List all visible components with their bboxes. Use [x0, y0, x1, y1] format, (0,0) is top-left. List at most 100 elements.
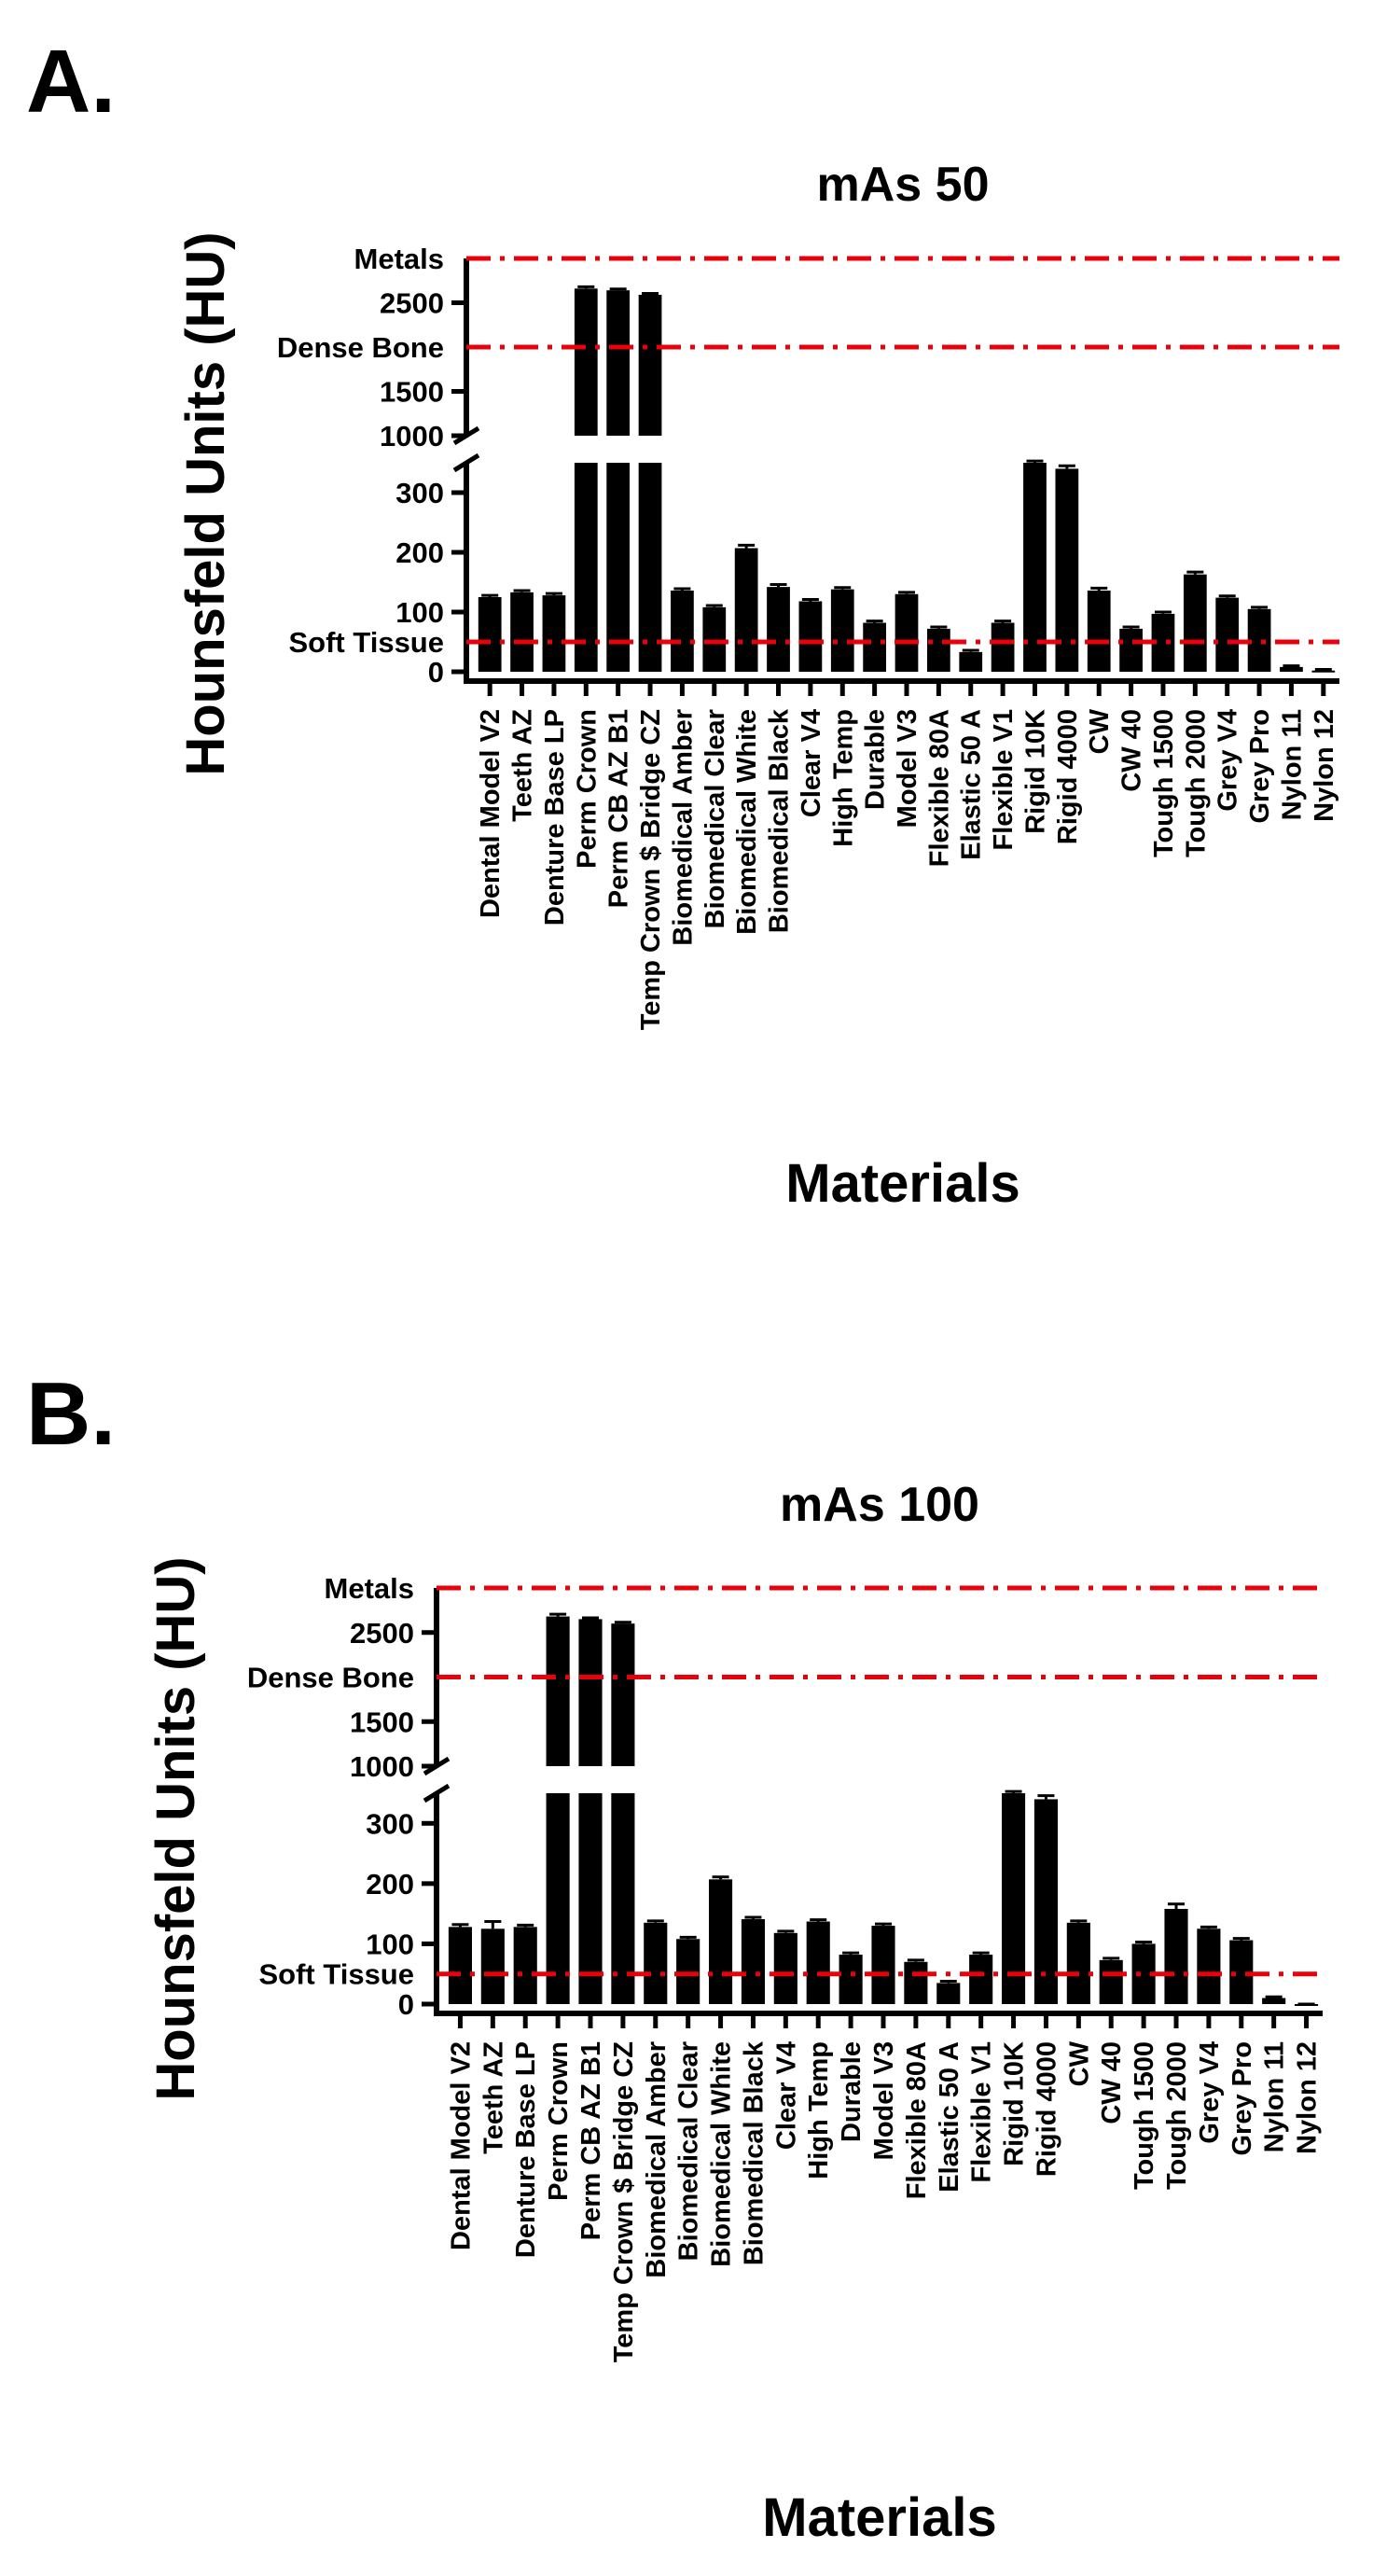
category-label: Nylon 11 — [1260, 2041, 1290, 2152]
bar — [606, 463, 631, 672]
category-label: Clear V4 — [771, 2041, 801, 2150]
category-label: Temp Crown $ Bridge CZ — [609, 2041, 639, 2362]
category-label: Teeth AZ — [508, 709, 538, 822]
bar — [611, 1793, 635, 2004]
reference-line-label: Metals — [325, 1572, 414, 1605]
category-label: Biomedical Amber — [642, 2041, 672, 2278]
bar — [671, 590, 694, 672]
panel-letter: A. — [26, 32, 116, 132]
y-axis-title: Hounsfeld Units (HU) — [146, 1556, 206, 2100]
bar — [936, 1983, 961, 2004]
panel-letter: B. — [26, 1364, 116, 1464]
bar — [1164, 1908, 1188, 2004]
category-label: Flexible V1 — [967, 2041, 997, 2183]
bar — [578, 1619, 603, 1766]
bar — [574, 463, 598, 672]
bar — [734, 548, 758, 672]
category-label: Model V3 — [893, 709, 922, 828]
bar — [767, 587, 790, 672]
bar — [830, 589, 854, 672]
bar — [1311, 670, 1336, 673]
y-tick-label: 300 — [366, 1807, 414, 1840]
chart-panel-b: B. mAs 100 Hounsfeld Units (HU) Material… — [26, 1364, 1323, 2548]
bar — [741, 1918, 766, 2004]
reference-line-label: Metals — [354, 243, 444, 275]
category-label: Clear V4 — [797, 709, 826, 817]
y-tick-label: 1000 — [380, 420, 444, 453]
category-label: Rigid 10K — [1000, 2041, 1030, 2166]
reference-line-label: Dense Bone — [247, 1662, 414, 1694]
category-label: Tough 2000 — [1181, 709, 1211, 857]
chart-title: mAs 50 — [817, 158, 990, 212]
category-label: Grey Pro — [1245, 709, 1275, 824]
bar — [839, 1955, 863, 2004]
bar — [871, 1926, 895, 2004]
y-tick-label: 0 — [398, 1988, 414, 2021]
category-label: Elastic 50 A — [957, 709, 987, 860]
y-tick-label: 200 — [395, 536, 444, 569]
bar — [806, 1921, 830, 2004]
bar — [638, 463, 662, 672]
category-label: Nylon 11 — [1277, 709, 1307, 820]
category-label: Model V3 — [869, 2041, 899, 2160]
chart-title: mAs 100 — [780, 1478, 979, 1532]
category-label: Teeth AZ — [478, 2041, 508, 2154]
category-label: Flexible 80A — [902, 2041, 932, 2199]
bar — [1023, 463, 1047, 672]
reference-line-label: Soft Tissue — [288, 626, 444, 659]
bar — [606, 290, 631, 436]
category-label: Tough 1500 — [1130, 2041, 1159, 2190]
category-label: Elastic 50 A — [935, 2041, 964, 2193]
bar — [1001, 1793, 1026, 2004]
category-label: Biomedical White — [732, 709, 762, 935]
bar — [798, 601, 823, 672]
category-label: Durable — [837, 2041, 867, 2142]
bar — [959, 651, 983, 672]
category-label: Denture Base LP — [540, 709, 570, 926]
category-label: Nylon 12 — [1293, 2041, 1323, 2154]
bar — [1066, 1922, 1090, 2004]
chart-panel-a: A. mAs 50 Hounsfeld Units (HU) Materials… — [26, 32, 1339, 1214]
bar — [1033, 1799, 1059, 2004]
bar — [904, 1961, 928, 2004]
y-tick-label: 300 — [395, 477, 444, 509]
category-label: CW 40 — [1097, 2041, 1127, 2124]
category-label: Perm Crown — [572, 709, 602, 869]
y-tick-label: 1500 — [380, 376, 444, 409]
y-tick-label: 1500 — [350, 1706, 414, 1738]
category-label: Grey V4 — [1214, 709, 1243, 812]
axis-break-mark — [452, 453, 480, 473]
bar — [644, 1922, 668, 2004]
bar — [542, 595, 566, 672]
y-tick-label: 100 — [366, 1928, 414, 1960]
y-tick-label: 2500 — [350, 1617, 414, 1650]
category-label: Biomedical Black — [765, 708, 795, 933]
y-tick-label: 100 — [395, 596, 444, 629]
bar — [1055, 468, 1079, 672]
category-label: Temp Crown $ Bridge CZ — [636, 709, 666, 1030]
x-axis-title: Materials — [785, 1153, 1019, 1214]
bar — [546, 1793, 570, 2004]
reference-line-label: Dense Bone — [277, 331, 444, 364]
bar — [1262, 1998, 1286, 2004]
bar — [1183, 574, 1207, 672]
category-label: Rigid 4000 — [1032, 2041, 1061, 2177]
bar — [1215, 597, 1240, 672]
bar — [926, 628, 950, 672]
category-label: Denture Base LP — [511, 2041, 541, 2258]
bar — [574, 288, 598, 436]
category-label: Perm CB AZ B1 — [604, 709, 634, 908]
reference-line-label: Soft Tissue — [258, 1958, 414, 1991]
bar — [676, 1939, 700, 2004]
category-label: Biomedical Clear — [674, 2041, 704, 2261]
bar — [1197, 1929, 1221, 2004]
bar — [969, 1955, 993, 2004]
bar — [1280, 666, 1303, 672]
category-label: Rigid 10K — [1020, 709, 1050, 834]
category-label: Durable — [861, 709, 891, 810]
bar — [578, 1793, 603, 2004]
y-tick-label: 2500 — [380, 287, 444, 320]
bar — [638, 294, 662, 436]
bar — [546, 1616, 570, 1766]
